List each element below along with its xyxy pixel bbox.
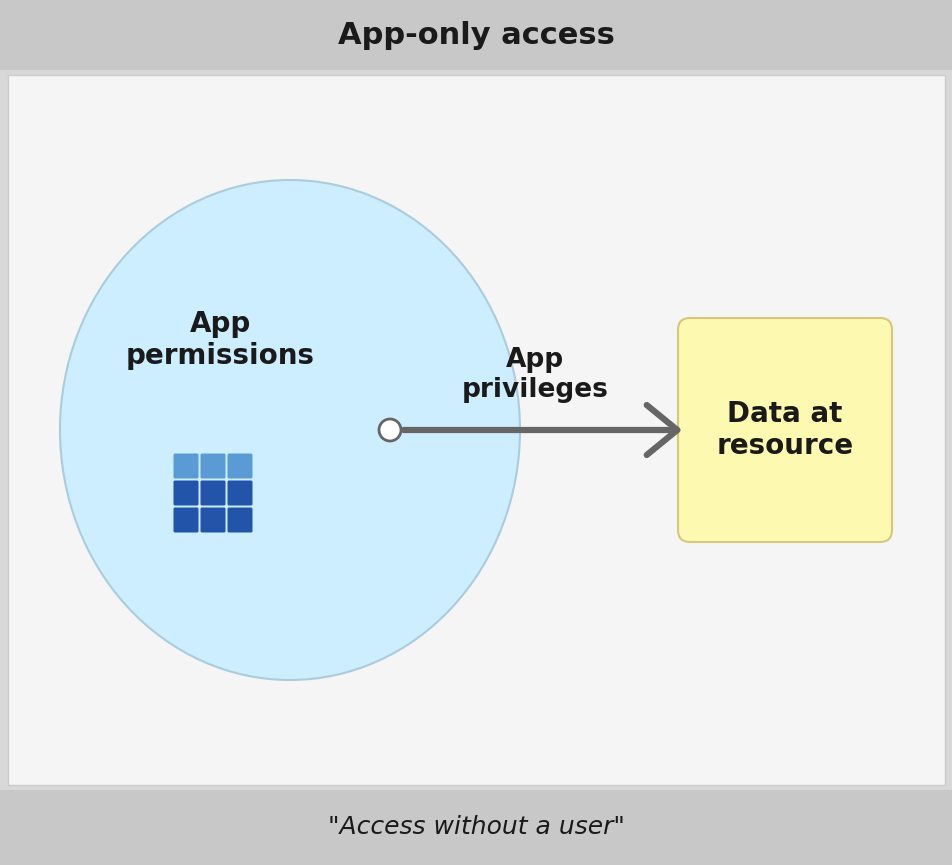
Text: App-only access: App-only access xyxy=(338,21,614,49)
FancyBboxPatch shape xyxy=(228,480,252,505)
FancyBboxPatch shape xyxy=(0,0,952,70)
FancyBboxPatch shape xyxy=(228,508,252,533)
FancyBboxPatch shape xyxy=(173,480,198,505)
FancyBboxPatch shape xyxy=(173,453,198,478)
Circle shape xyxy=(379,419,401,441)
FancyBboxPatch shape xyxy=(677,318,891,542)
Text: App
permissions: App permissions xyxy=(126,310,314,370)
Text: "Access without a user": "Access without a user" xyxy=(327,816,625,840)
Ellipse shape xyxy=(60,180,520,680)
Text: Data at
resource: Data at resource xyxy=(716,400,853,460)
FancyBboxPatch shape xyxy=(8,75,944,785)
FancyBboxPatch shape xyxy=(200,453,226,478)
FancyBboxPatch shape xyxy=(200,480,226,505)
Text: App
privileges: App privileges xyxy=(461,347,607,403)
FancyBboxPatch shape xyxy=(0,790,952,865)
FancyBboxPatch shape xyxy=(173,508,198,533)
FancyBboxPatch shape xyxy=(228,453,252,478)
FancyBboxPatch shape xyxy=(200,508,226,533)
